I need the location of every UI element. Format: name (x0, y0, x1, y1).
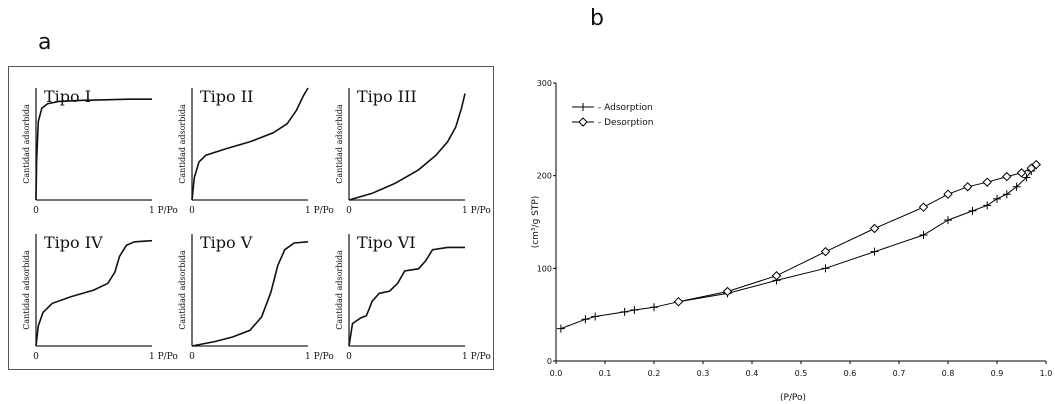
tipo-4-curve (35, 239, 153, 347)
adsorption-point (944, 216, 952, 225)
tipo-3-x-end: 1 P/Po (462, 206, 491, 216)
desorption-point (962, 182, 973, 192)
tipo-5-title: Tipo V (200, 233, 253, 252)
x-tick-label: 0.4 (746, 369, 759, 378)
x-tick-label: 0.7 (893, 369, 906, 378)
x-tick-label: 0.1 (599, 369, 612, 378)
tipo-1-x-start: 0 (33, 206, 39, 216)
x-tick-label: 0.9 (991, 369, 1004, 378)
x-tick-label: 0.3 (697, 369, 710, 378)
desorption-point (982, 177, 992, 187)
adsorption-point (650, 303, 658, 312)
desorption-line (678, 164, 1037, 303)
adsorption-point (919, 230, 928, 239)
tipo-4-x-start: 0 (33, 352, 39, 362)
adsorption-point (1012, 182, 1021, 191)
panel-a-label: a (38, 30, 52, 55)
tipo-3-plot: Tipo III Cantidad adsorbida 0 1 P/Po (335, 87, 491, 216)
panel-a-frame (8, 66, 494, 370)
tipo-4-title: Tipo IV (44, 233, 103, 252)
y-tick-label: 100 (537, 264, 552, 273)
x-tick-label: 0.0 (550, 369, 563, 378)
tipo-2-plot: Tipo II Cantidad adsorbida 0 1 P/Po (178, 87, 334, 216)
desorption-point (578, 117, 588, 127)
desorption-point (1002, 171, 1012, 182)
tipo-5-x-start: 0 (189, 352, 195, 362)
tipo-2-x-start: 0 (189, 206, 195, 216)
tipo-5-x-end: 1 P/Po (305, 352, 334, 362)
x-tick-label: 0.8 (942, 369, 955, 378)
tipo-4-x-end: 1 P/Po (149, 352, 178, 362)
x-axis-title: (P/Po) (780, 393, 806, 403)
adsorption-point (1022, 173, 1031, 182)
y-tick-label: 200 (537, 172, 552, 181)
adsorption-line (560, 165, 1037, 330)
adsorption-point (1002, 190, 1011, 199)
adsorption-point (581, 315, 590, 324)
x-tick-label: 0.2 (648, 369, 661, 378)
tipo-6-title: Tipo VI (357, 233, 416, 252)
tipo-5-curve (191, 241, 309, 347)
y-tick-label: 0 (547, 357, 552, 366)
tipo-6-x-start: 0 (346, 352, 352, 362)
x-tick-label: 0.5 (795, 369, 808, 378)
tipo-6-ylabel: Cantidad adsorbida (335, 250, 344, 330)
desorption-point (1016, 168, 1027, 178)
tipo-2-ylabel: Cantidad adsorbida (178, 104, 187, 184)
adsorption-point (556, 324, 565, 333)
desorption-point (722, 286, 733, 297)
adsorption-point (821, 264, 830, 273)
legend-desorption-label: - Desorption (598, 118, 653, 128)
y-tick-label: 300 (537, 79, 552, 88)
tipo-1-title: Tipo I (44, 87, 91, 106)
adsorption-point (591, 312, 600, 321)
tipo-5-plot: Tipo V Cantidad adsorbida 0 1 P/Po (178, 233, 334, 362)
tipo-4-ylabel: Cantidad adsorbida (22, 250, 31, 330)
tipo-6-curve (348, 246, 465, 347)
adsorption-point (870, 247, 879, 256)
legend-adsorption-label: - Adsorption (598, 103, 653, 113)
tipo-1-plot: Tipo I Cantidad adsorbida 0 1 P/Po (22, 87, 178, 216)
adsorption-point (620, 307, 629, 316)
tipo-1-x-end: 1 P/Po (149, 206, 178, 216)
desorption-point (1031, 159, 1041, 170)
desorption-point (673, 296, 684, 307)
x-tick-label: 0.6 (844, 369, 857, 378)
tipo-4-plot: Tipo IV Cantidad adsorbida 0 1 P/Po (22, 233, 178, 362)
x-tick-label: 1.0 (1040, 369, 1053, 378)
tipo-3-x-start: 0 (346, 206, 352, 216)
desorption-point (869, 223, 880, 234)
desorption-series (673, 159, 1041, 307)
tipo-2-x-end: 1 P/Po (305, 206, 334, 216)
tipo-6-plot: Tipo VI Cantidad adsorbida 0 1 P/Po (335, 233, 491, 362)
desorption-point (771, 271, 782, 281)
tipo-2-curve (191, 87, 309, 201)
tipo-3-title: Tipo III (357, 87, 417, 106)
tipo-1-ylabel: Cantidad adsorbida (22, 104, 31, 184)
adsorption-point (579, 103, 587, 111)
tipo-2-title: Tipo II (200, 87, 253, 106)
desorption-point (820, 246, 831, 257)
tipo-1-curve (35, 98, 152, 201)
y-axis-title: (cm³/g STP) (531, 196, 541, 249)
desorption-point (918, 202, 929, 212)
panel-b-label: b (590, 6, 604, 31)
adsorption-point (983, 201, 992, 210)
adsorption-point (968, 206, 977, 215)
tipo-5-ylabel: Cantidad adsorbida (178, 250, 187, 330)
desorption-point (1026, 163, 1037, 173)
adsorption-point (630, 306, 639, 315)
adsorption-point (993, 194, 1001, 203)
desorption-point (943, 189, 953, 199)
tipo-3-curve (348, 93, 466, 201)
tipo-3-ylabel: Cantidad adsorbida (335, 104, 344, 184)
tipo-6-x-end: 1 P/Po (462, 352, 491, 362)
